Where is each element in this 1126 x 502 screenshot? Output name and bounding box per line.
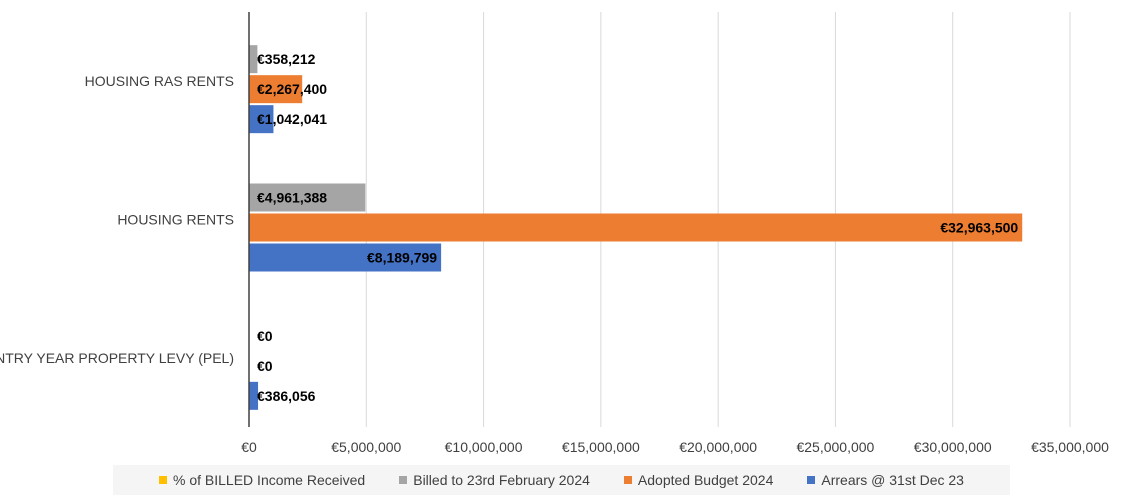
data-label: €0 xyxy=(257,358,273,374)
legend-label: Adopted Budget 2024 xyxy=(637,472,774,488)
bar xyxy=(249,213,1023,242)
bar xyxy=(249,381,259,410)
data-labels: €358,212 €2,267,400 €1,042,041 €4,961,388 €3… xyxy=(257,51,1018,404)
legend-label: Arrears @ 31st Dec 23 xyxy=(821,472,964,488)
bar xyxy=(249,75,303,104)
bar xyxy=(249,105,274,134)
x-tick-label: €15,000,000 xyxy=(562,439,640,455)
legend-item: Billed to 23rd February 2024 xyxy=(399,472,590,488)
data-label: €8,189,799 xyxy=(367,250,437,266)
data-label: €32,963,500 xyxy=(940,220,1018,236)
legend-swatch xyxy=(807,476,816,484)
x-tick-label: €0 xyxy=(241,439,257,455)
bar xyxy=(249,243,442,272)
legend-item: % of BILLED Income Received xyxy=(159,472,365,488)
legend-swatch xyxy=(623,476,632,484)
x-tick-label: €20,000,000 xyxy=(679,439,757,455)
data-label: €1,042,041 xyxy=(257,111,327,127)
legend-swatch xyxy=(399,476,408,484)
x-tick-labels: €0 €5,000,000 €10,000,000 €15,000,000 €20,00… xyxy=(241,439,1109,455)
category-labels: HOUSING RAS RENTS HOUSING RENTS ENTRY YEAR… xyxy=(0,73,234,366)
legend-item: Adopted Budget 2024 xyxy=(623,472,774,488)
bar xyxy=(249,45,258,74)
category-label: HOUSING RAS RENTS xyxy=(85,73,234,89)
data-label: €4,961,388 xyxy=(257,190,327,206)
legend-label: Billed to 23rd February 2024 xyxy=(413,472,590,488)
category-label: ENTRY YEAR PROPERTY LEVY (PEL) xyxy=(0,350,234,366)
x-tick-label: €10,000,000 xyxy=(445,439,523,455)
data-label: €358,212 xyxy=(257,51,316,67)
data-label: €0 xyxy=(257,328,273,344)
legend-swatch xyxy=(159,476,168,484)
data-label: €2,267,400 xyxy=(257,81,327,97)
x-tick-label: €25,000,000 xyxy=(796,439,874,455)
legend-label: % of BILLED Income Received xyxy=(173,472,366,488)
x-tick-label: €5,000,000 xyxy=(331,439,401,455)
bar xyxy=(249,183,366,212)
bars xyxy=(249,45,1023,410)
category-label: HOUSING RENTS xyxy=(117,212,234,228)
x-tick-label: €35,000,000 xyxy=(1031,439,1109,455)
legend: % of BILLED Income Received Billed to 23r… xyxy=(113,465,1010,495)
legend-item: Arrears @ 31st Dec 23 xyxy=(807,472,964,488)
x-tick-label: €30,000,000 xyxy=(914,439,992,455)
data-label: €386,056 xyxy=(257,388,316,404)
